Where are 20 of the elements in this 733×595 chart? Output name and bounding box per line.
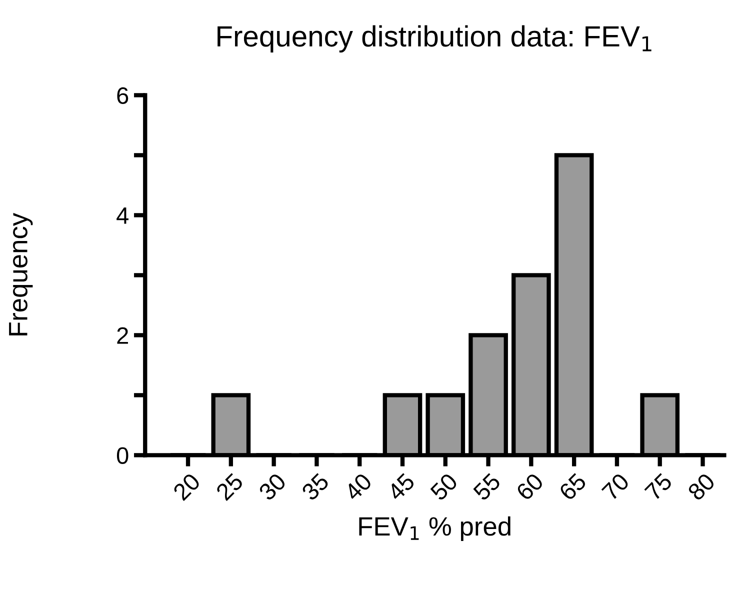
- x-tick-label: 30: [258, 472, 287, 502]
- x-tick-label: 40: [343, 472, 373, 502]
- y-axis-title: Frequency: [9, 212, 33, 336]
- y-tick-label: 6: [117, 87, 128, 104]
- x-tick-label: 20: [172, 472, 202, 502]
- x-tick-label: 80: [686, 472, 716, 502]
- x-tick-label: 25: [215, 472, 244, 502]
- x-tick-label: 50: [429, 472, 459, 502]
- x-tick-label: 35: [300, 472, 330, 502]
- x-tick-label: 45: [386, 472, 416, 502]
- y-tick-label: 4: [116, 208, 128, 224]
- y-tick-label: 0: [116, 447, 128, 464]
- x-tick-label: 55: [472, 472, 502, 502]
- y-tick-label: 2: [117, 327, 128, 344]
- chart-title: Frequency distribution data: FEV$_{1}$: [218, 25, 652, 52]
- x-tick-label: 70: [601, 472, 630, 502]
- x-tick-label: 60: [515, 472, 544, 502]
- x-axis-title: FEV$_{1}$ % pred: [359, 516, 510, 541]
- x-tick-label: 75: [644, 472, 673, 502]
- x-tick-label: 65: [558, 472, 588, 502]
